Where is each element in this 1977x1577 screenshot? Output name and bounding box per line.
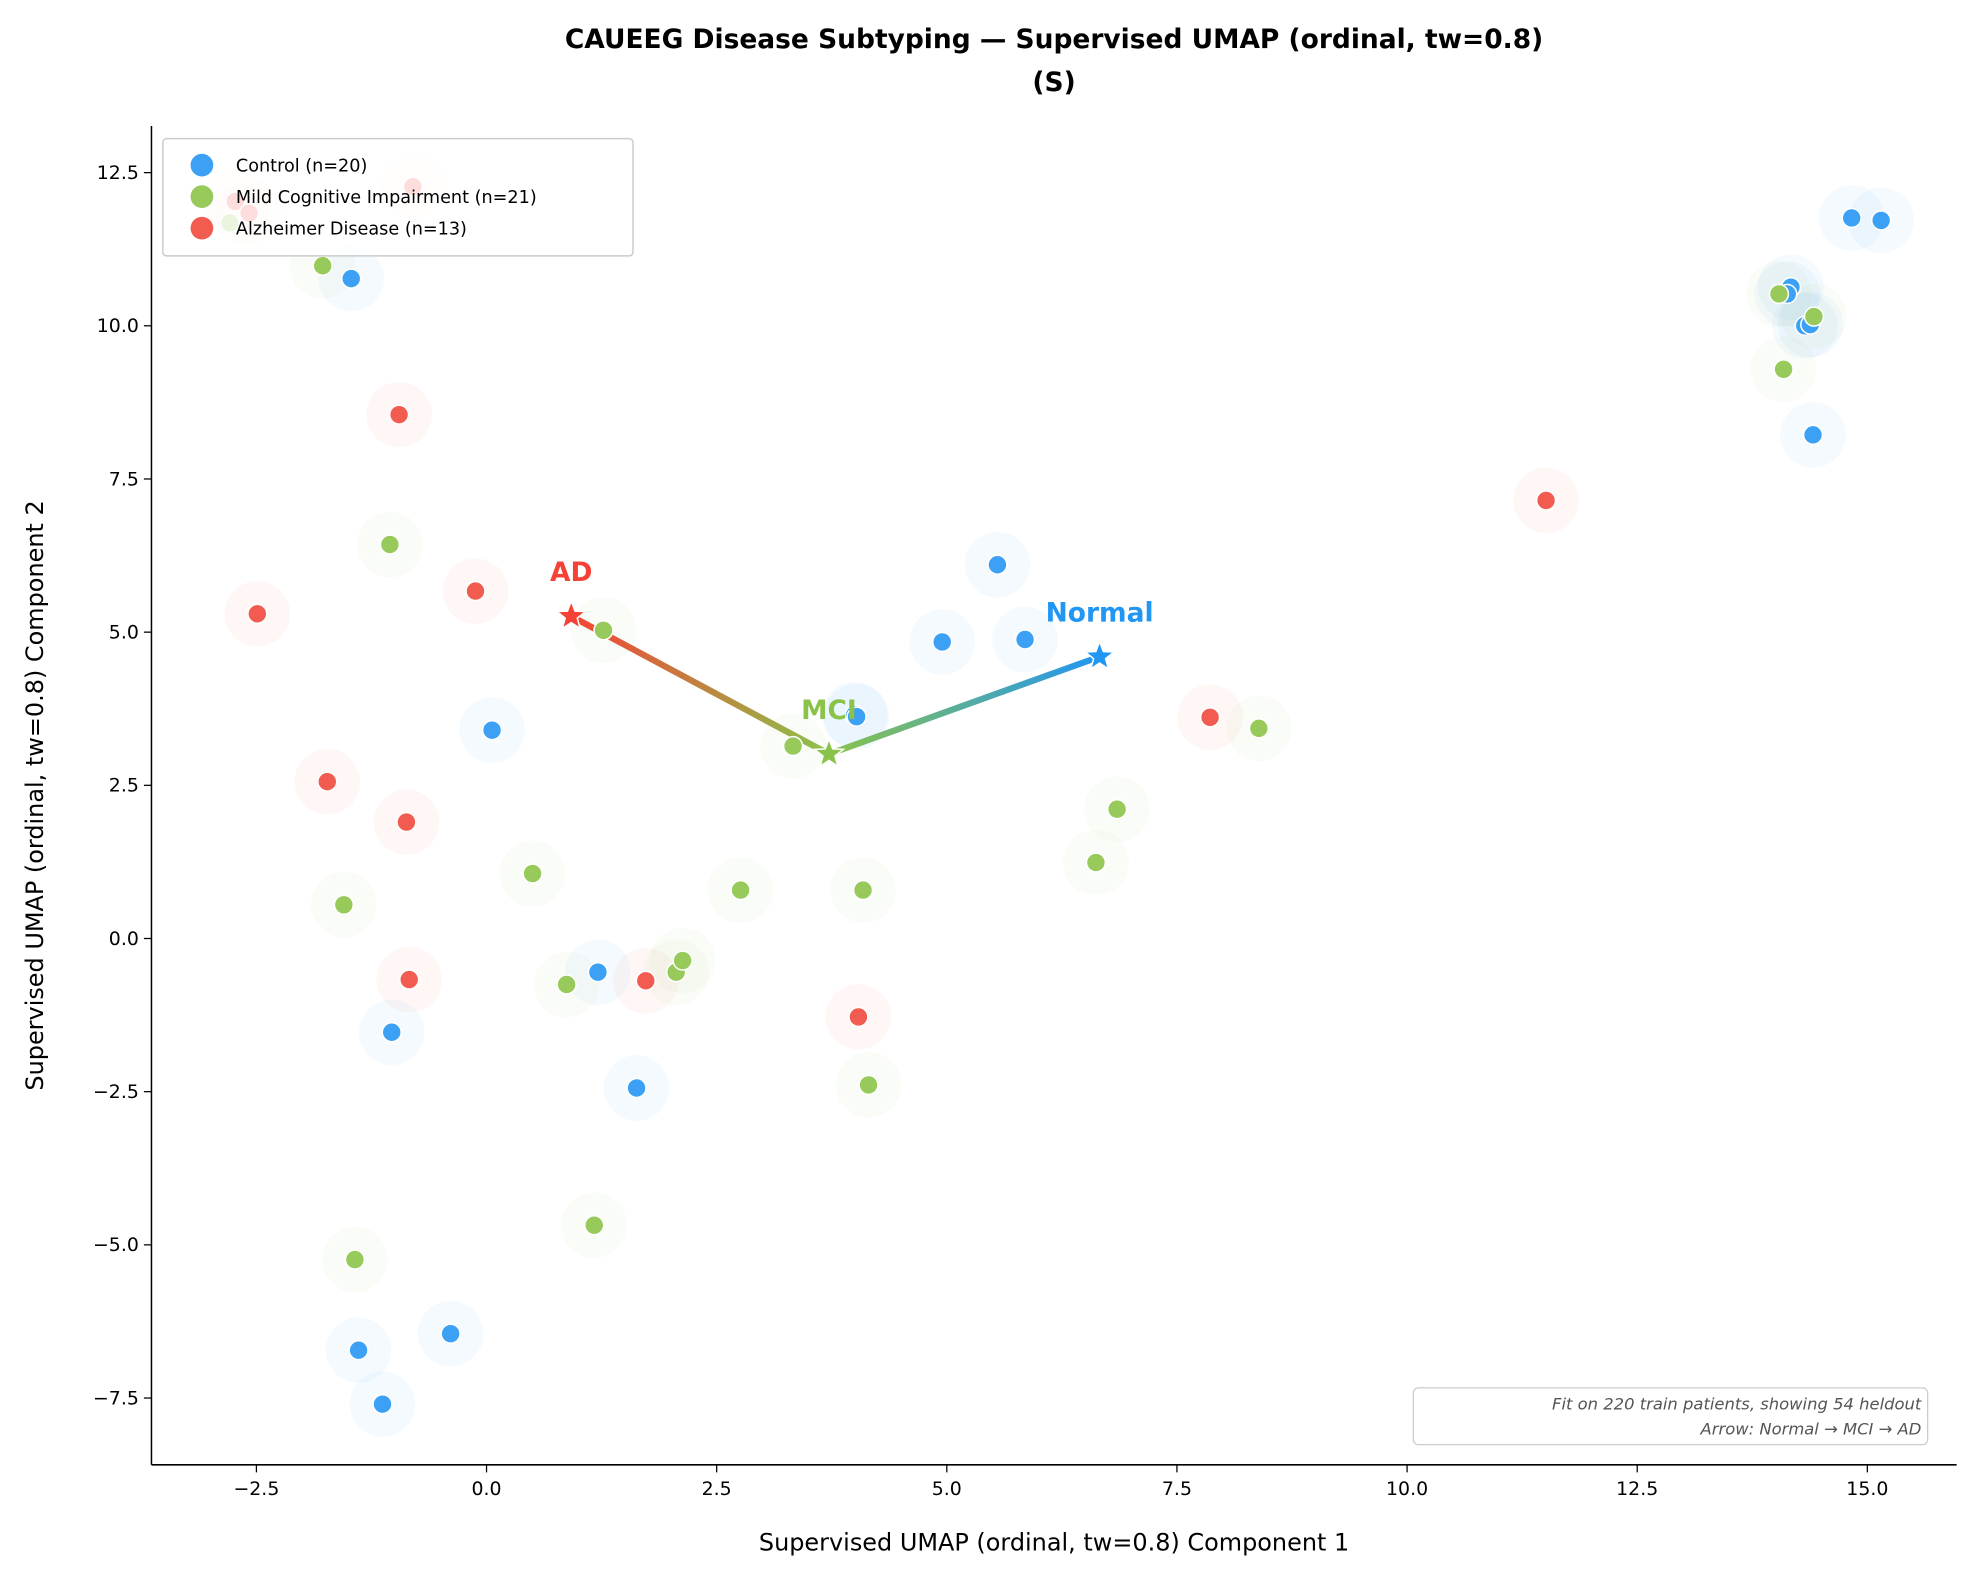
data-point-mci: [1106, 799, 1128, 820]
y-tick-label: −5.0: [93, 1234, 139, 1256]
data-point-ad: [399, 969, 420, 990]
data-point-mci: [672, 950, 693, 971]
data-point-control: [381, 1022, 402, 1043]
data-point-mci: [858, 1074, 879, 1096]
trajectory-arrows: [568, 613, 1103, 758]
x-axis-label: Supervised UMAP (ordinal, tw=0.8) Compon…: [759, 1529, 1349, 1557]
y-tick-label: 5.0: [109, 621, 139, 643]
data-point-mci: [344, 1249, 366, 1270]
data-point-mci: [379, 534, 401, 555]
data-point-mci: [782, 735, 804, 757]
data-point-control: [341, 268, 362, 289]
data-point-ad: [635, 970, 657, 991]
annotation-box: Fit on 220 train patients, showing 54 he…: [1412, 1387, 1929, 1446]
legend-box: [162, 137, 634, 257]
axes: −2.5 0.0 2.5 5.0 7.5 10.0 12.5 15.0 −7.5 −5.0 −2.5…: [93, 126, 1957, 1500]
data-point-mci: [1085, 852, 1107, 873]
x-tick-label: 7.5: [1162, 1478, 1192, 1500]
legend-label: Alzheimer Disease (n=13): [236, 219, 467, 239]
centroid-star-icon: [1083, 639, 1117, 671]
data-point-mci: [312, 255, 333, 276]
x-tick-label: 2.5: [702, 1478, 732, 1500]
data-point-control: [1870, 210, 1892, 231]
data-point-mci: [593, 620, 614, 641]
centroid-star-icon: [812, 736, 846, 769]
data-point-control: [440, 1323, 461, 1344]
data-point-control: [587, 961, 609, 983]
legend-label: Mild Cognitive Impairment (n=21): [236, 188, 537, 208]
legend: Control (n=20) Mild Cognitive Impairment …: [162, 137, 634, 257]
data-point-mci: [1768, 283, 1790, 305]
data-point-control: [481, 719, 503, 741]
data-point-control: [987, 554, 1008, 575]
y-tick-label: 10.0: [97, 315, 139, 337]
arrow-mci-to-ad: [568, 613, 833, 758]
x-tick-label: 12.5: [1616, 1478, 1658, 1500]
legend-marker: [190, 216, 214, 240]
x-tick-label: 0.0: [472, 1478, 502, 1500]
y-tick-label: −2.5: [93, 1081, 139, 1103]
data-point-ad: [1199, 707, 1221, 728]
data-point-ad: [396, 811, 417, 833]
data-point-mci: [730, 879, 751, 901]
halo-layer: [196, 153, 1914, 1437]
data-point-ad: [247, 603, 268, 624]
y-tick-label: 0.0: [109, 928, 139, 950]
y-tick-label: 7.5: [109, 468, 139, 490]
data-point-control: [931, 631, 953, 653]
centroid-label: MCI: [801, 695, 857, 726]
data-point-control: [626, 1077, 647, 1099]
y-axis-label: Supervised UMAP (ordinal, tw=0.8) Compon…: [21, 500, 49, 1090]
data-point-ad: [465, 580, 486, 602]
arrow-normal-to-mci: [825, 653, 1103, 758]
data-point-mci: [1773, 359, 1794, 380]
data-point-mci: [852, 879, 874, 901]
legend-label: Control (n=20): [236, 156, 367, 176]
chart-title: CAUEEG Disease Subtyping — Supervised UM…: [565, 24, 1543, 55]
data-point-mci: [1248, 718, 1270, 739]
legend-marker: [190, 153, 214, 177]
centroid-label: Normal: [1046, 597, 1154, 628]
data-point-control: [846, 706, 867, 727]
point-layer: [219, 176, 1892, 1415]
data-point-mci: [333, 894, 355, 916]
x-tick-label: 10.0: [1386, 1478, 1428, 1500]
data-point-control: [1841, 207, 1862, 229]
centroid-star-icon: [554, 598, 588, 631]
annotation-line-1: Fit on 220 train patients, showing 54 he…: [1552, 1394, 1922, 1413]
y-tick-label: −7.5: [93, 1387, 139, 1409]
centroid-layer: Normal MCI AD: [550, 557, 1154, 769]
x-tick-label: −2.5: [233, 1478, 279, 1500]
data-point-control: [372, 1393, 393, 1415]
annotation-line-2: Arrow: Normal → MCI → AD: [1700, 1420, 1922, 1439]
centroid-label: AD: [550, 557, 592, 588]
data-point-mci: [1803, 306, 1825, 327]
data-point-mci: [522, 863, 543, 884]
x-tick-label: 5.0: [932, 1478, 962, 1500]
x-tick-label: 15.0: [1846, 1478, 1888, 1500]
data-point-control: [348, 1340, 369, 1361]
data-point-ad: [1535, 490, 1557, 511]
legend-marker: [190, 185, 214, 208]
data-point-ad: [848, 1006, 869, 1028]
chart-subtitle: (S): [1032, 67, 1075, 98]
y-tick-label: 2.5: [109, 775, 139, 797]
data-point-control: [1014, 629, 1036, 650]
data-point-mci: [556, 974, 577, 995]
data-point-ad: [317, 771, 338, 792]
data-point-control: [1802, 424, 1824, 446]
data-point-ad: [388, 404, 410, 425]
data-point-mci: [584, 1215, 605, 1236]
y-tick-label: 12.5: [97, 162, 139, 184]
